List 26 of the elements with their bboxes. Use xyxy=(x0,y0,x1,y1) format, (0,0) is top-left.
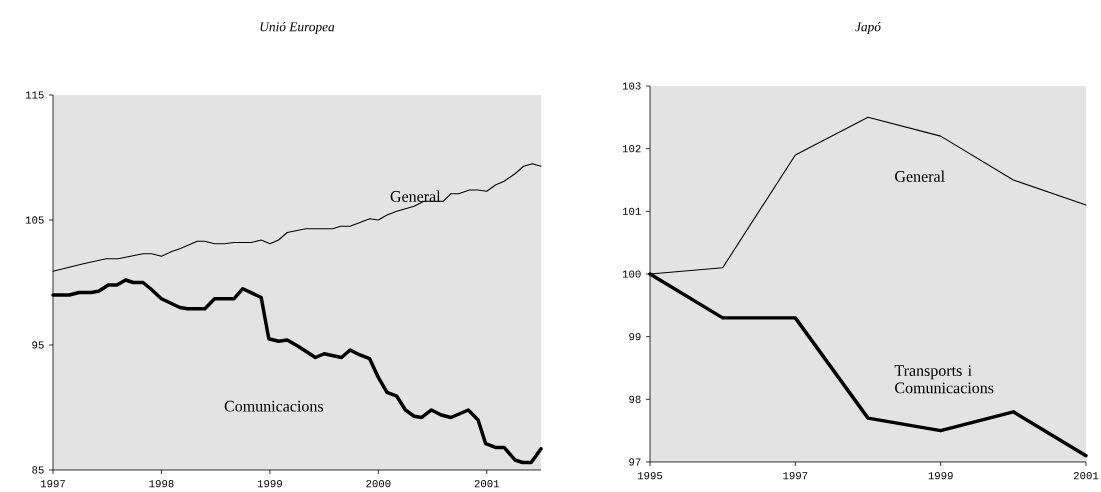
y-tick-label: 100 xyxy=(622,270,641,278)
y-tick-label: 98 xyxy=(629,395,641,403)
y-tick-label: 103 xyxy=(622,82,641,90)
x-tick-label: 1995 xyxy=(637,472,663,480)
chart-title: Unió Europea xyxy=(260,21,335,35)
series-label: General xyxy=(390,190,441,202)
y-tick-label: 85 xyxy=(32,466,44,474)
x-tick-label: 1997 xyxy=(783,472,808,480)
x-tick-label: 2000 xyxy=(366,480,391,488)
x-tick-label: 2001 xyxy=(474,480,500,488)
y-tick-label: 99 xyxy=(629,333,641,341)
y-tick-label: 97 xyxy=(629,458,641,466)
x-tick-label: 2001 xyxy=(1073,472,1099,480)
text: Comunicacions xyxy=(224,400,324,412)
y-tick-label: 101 xyxy=(622,207,641,215)
y-tick-label: 102 xyxy=(622,145,641,153)
x-tick-label: 1997 xyxy=(40,480,65,488)
x-tick-label: 1998 xyxy=(149,480,174,488)
chart-title: Japó xyxy=(855,21,881,35)
y-tick-label: 115 xyxy=(25,91,44,99)
series-label: Transports i Comunicacions xyxy=(894,365,994,394)
x-tick-label: 1999 xyxy=(928,472,953,480)
y-tick-label: 105 xyxy=(25,216,44,224)
y-tick-label: 95 xyxy=(32,341,44,349)
series-label: General xyxy=(895,170,945,182)
x-tick-label: 1999 xyxy=(257,480,282,488)
